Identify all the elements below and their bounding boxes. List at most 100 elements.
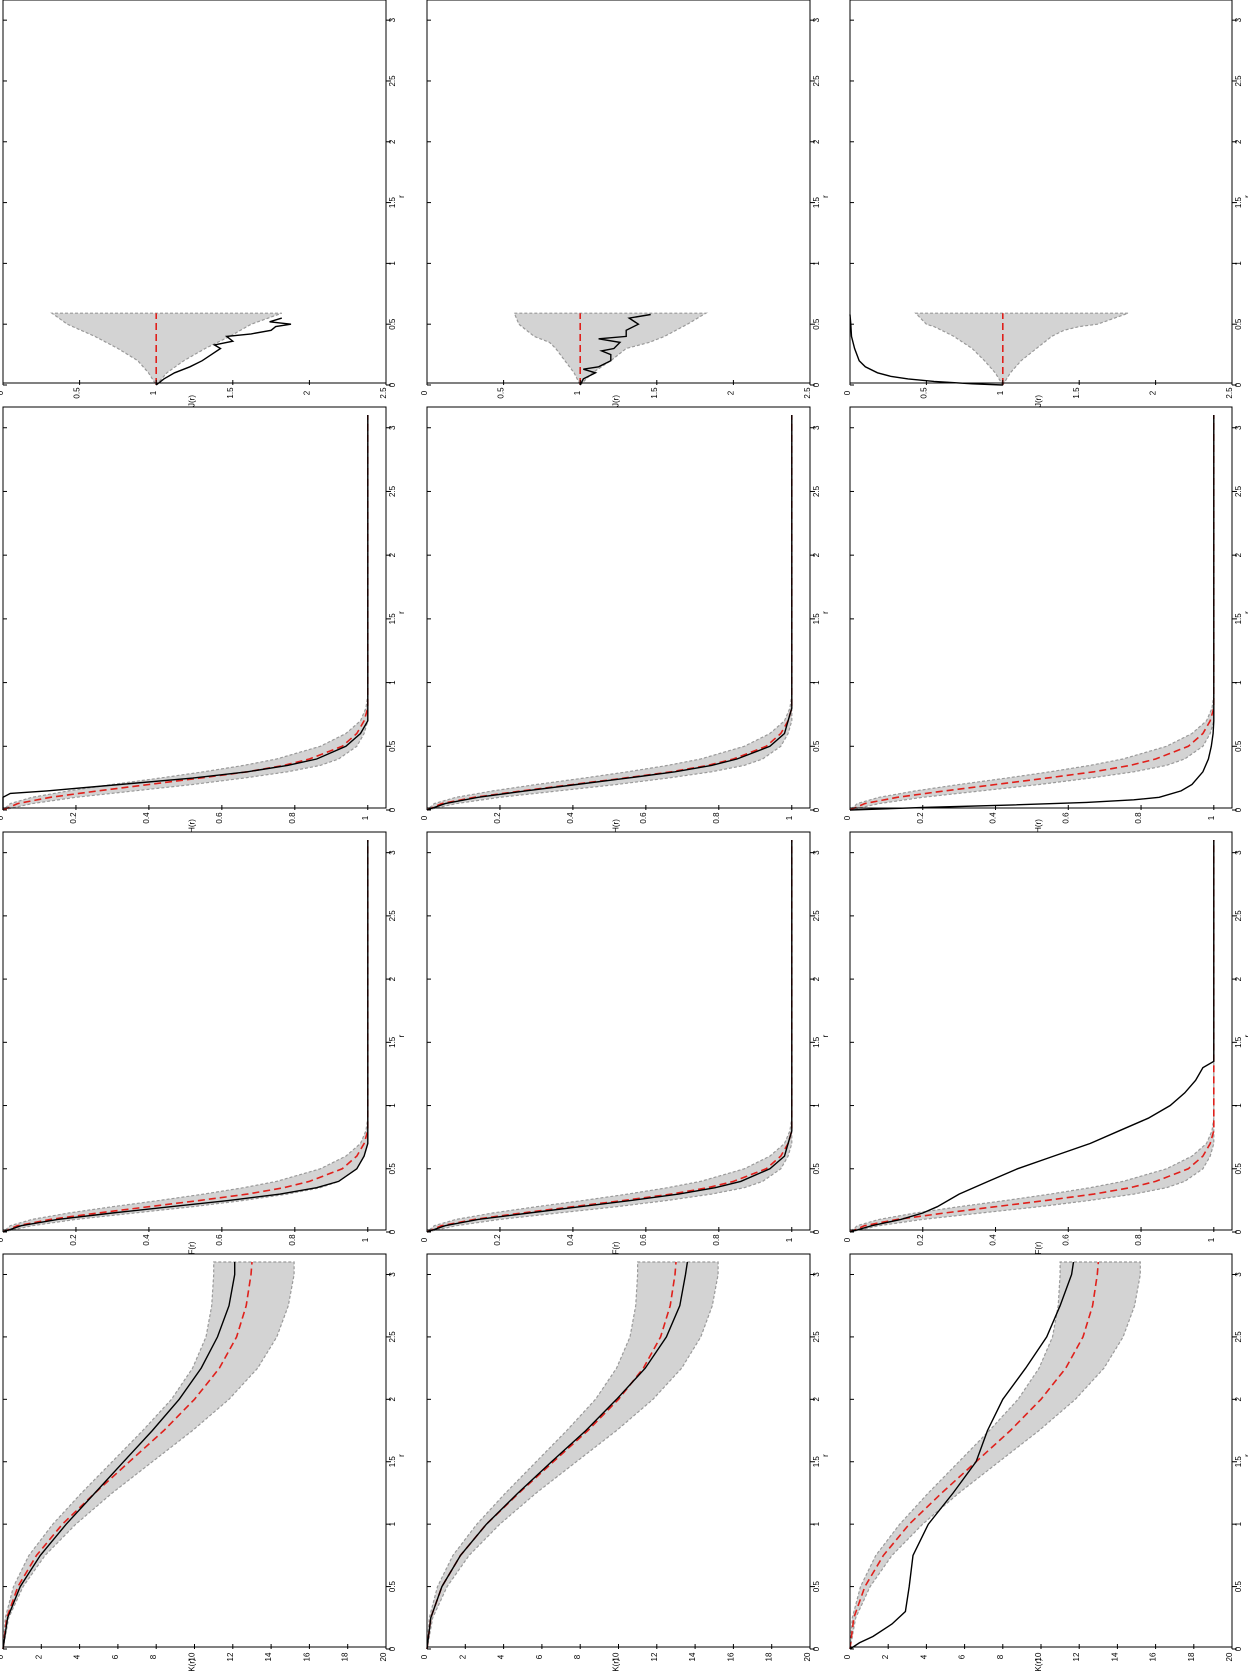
r-tick-label: 1: [388, 1103, 397, 1108]
envelope-band: [914, 312, 1129, 387]
value-axis-label: J(r): [1034, 395, 1043, 407]
r-tick-label: 0: [388, 382, 397, 387]
value-tick-label: 0.2: [69, 812, 78, 824]
r-tick-label: 0: [1234, 807, 1243, 812]
r-tick-label: 0.5: [812, 318, 821, 330]
r-tick-label: 2.5: [812, 910, 821, 922]
r-axis-label: r: [397, 1454, 406, 1457]
value-tick-label: 6: [111, 1654, 120, 1659]
r-tick-label: 0: [1234, 382, 1243, 387]
value-tick-label: 0.6: [1061, 812, 1070, 824]
theoretical-line: [849, 415, 1215, 811]
value-tick-label: 20: [803, 1652, 812, 1661]
value-axis-label: H(r): [188, 819, 197, 833]
r-tick-label: 3: [812, 850, 821, 855]
r-tick-label: 1: [1234, 1521, 1243, 1526]
value-tick-label: 2.5: [379, 387, 388, 399]
value-tick-label: 0.8: [712, 1234, 721, 1246]
value-tick-label: 0.2: [493, 812, 502, 824]
value-tick-label: 1: [996, 390, 1005, 395]
r-tick-label: 1.5: [812, 1456, 821, 1468]
value-tick-label: 0.4: [989, 812, 998, 824]
r-tick-label: 3: [1234, 1272, 1243, 1277]
r-tick-label: 1.5: [388, 1036, 397, 1048]
value-axis-label: H(r): [1034, 819, 1043, 833]
r-tick-label: 2: [1234, 552, 1243, 557]
plot-frame: [849, 831, 1233, 1231]
observed-line: [155, 317, 292, 386]
value-tick-label: 0.5: [73, 387, 82, 399]
value-tick-label: 14: [1110, 1652, 1119, 1661]
theoretical-line: [849, 1261, 1100, 1650]
value-tick-label: 0.5: [497, 387, 506, 399]
value-tick-label: 8: [996, 1654, 1005, 1659]
r-tick-label: 1: [1234, 261, 1243, 266]
value-tick-label: 0: [420, 1237, 429, 1242]
value-tick-label: 0: [843, 390, 852, 395]
value-tick-label: 4: [497, 1654, 506, 1659]
r-tick-label: 2.5: [812, 1331, 821, 1343]
value-tick-label: 2: [34, 1654, 43, 1659]
r-tick-label: 3: [1234, 425, 1243, 430]
plot-frame: [2, 1253, 387, 1648]
panel-H-row3: 0 0.5 1 1.5 2 2.5 3 r 0 0.2 0.4 0.6 0.8 1 H(r): [843, 406, 1248, 833]
r-tick-label: 1.5: [1234, 196, 1243, 208]
r-tick-label: 0.5: [1234, 318, 1243, 330]
observed-line: [426, 415, 793, 811]
value-tick-label: 2: [726, 390, 735, 395]
envelope-band: [849, 840, 1215, 1233]
value-tick-label: 2: [302, 390, 311, 395]
r-axis-label: r: [1243, 1454, 1248, 1457]
r-tick-label: 0: [1234, 1229, 1243, 1234]
value-tick-label: 18: [1187, 1652, 1196, 1661]
envelope-band: [426, 1261, 719, 1650]
r-tick-label: 0.5: [812, 1163, 821, 1175]
value-tick-label: 1: [149, 390, 158, 395]
r-tick-label: 1: [812, 680, 821, 685]
value-tick-label: 10: [188, 1652, 197, 1661]
r-tick-label: 3: [388, 1272, 397, 1277]
r-tick-label: 0: [812, 807, 821, 812]
theoretical-line: [2, 840, 369, 1233]
panel-F-row3: 0 0.5 1 1.5 2 2.5 3 r 0 0.2 0.4 0.6 0.8 1 F(r): [843, 831, 1248, 1254]
value-tick-label: 0.2: [916, 812, 925, 824]
value-tick-label: 0.6: [215, 812, 224, 824]
value-tick-label: 0: [420, 1654, 429, 1659]
r-axis-label: r: [397, 611, 406, 614]
r-tick-label: 1.5: [1234, 1456, 1243, 1468]
r-tick-label: 0.5: [1234, 1163, 1243, 1175]
value-tick-label: 0.6: [1061, 1234, 1070, 1246]
r-axis-label: r: [821, 611, 830, 614]
panel-J-row2: 0 0.5 1 1.5 2 2.5 3 r 0 0.5 1 1.5 2 2.5 J(r): [420, 0, 830, 407]
value-tick-label: 0: [0, 815, 5, 820]
value-tick-label: 1: [573, 390, 582, 395]
value-tick-label: 2.5: [1225, 387, 1234, 399]
plot-frame: [2, 406, 387, 809]
value-tick-label: 0.6: [215, 1234, 224, 1246]
value-tick-label: 1.5: [650, 387, 659, 399]
r-tick-label: 2.5: [1234, 1331, 1243, 1343]
plot-frame: [2, 0, 387, 384]
envelope-band: [2, 1261, 295, 1650]
r-tick-label: 2: [388, 552, 397, 557]
value-tick-label: 1: [1207, 815, 1216, 820]
panel-J-row3: 0 0.5 1 1.5 2 2.5 3 r 0 0.5 1 1.5 2 2.5 J(r): [843, 0, 1248, 407]
r-tick-label: 1.5: [812, 196, 821, 208]
value-tick-label: 0.8: [1134, 812, 1143, 824]
value-tick-label: 0.2: [493, 1234, 502, 1246]
r-tick-label: 1.5: [812, 1036, 821, 1048]
value-tick-label: 0.6: [639, 812, 648, 824]
value-axis-label: F(r): [188, 1241, 197, 1254]
value-tick-label: 4: [919, 1654, 928, 1659]
value-tick-label: 12: [1072, 1652, 1081, 1661]
r-axis-label: r: [1243, 611, 1248, 614]
value-tick-label: 2: [458, 1654, 467, 1659]
r-tick-label: 2.5: [812, 485, 821, 497]
r-tick-label: 1.5: [388, 1456, 397, 1468]
value-tick-label: 1: [785, 1237, 794, 1242]
r-tick-label: 2.5: [388, 1331, 397, 1343]
envelope-band: [426, 415, 793, 811]
value-tick-label: 14: [688, 1652, 697, 1661]
r-tick-label: 1: [388, 1521, 397, 1526]
value-tick-label: 0.8: [288, 812, 297, 824]
